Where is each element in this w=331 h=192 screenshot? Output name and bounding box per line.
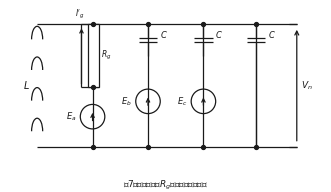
Text: $C$: $C$ — [267, 29, 275, 40]
Text: $L$: $L$ — [24, 79, 30, 91]
Text: $E_a$: $E_a$ — [66, 110, 77, 123]
Bar — [88, 24, 99, 87]
Text: $I'_g$: $I'_g$ — [75, 8, 85, 21]
Text: $V_n$: $V_n$ — [301, 79, 313, 92]
Text: $E_b$: $E_b$ — [121, 95, 132, 108]
Text: $R_g$: $R_g$ — [101, 49, 111, 62]
Text: $C$: $C$ — [160, 29, 167, 40]
Text: $E_c$: $E_c$ — [177, 95, 188, 108]
Text: $C$: $C$ — [215, 29, 223, 40]
Text: 第7図　地絡抵抗$R_g$を入れた等価回路: 第7図 地絡抵抗$R_g$を入れた等価回路 — [123, 179, 208, 192]
